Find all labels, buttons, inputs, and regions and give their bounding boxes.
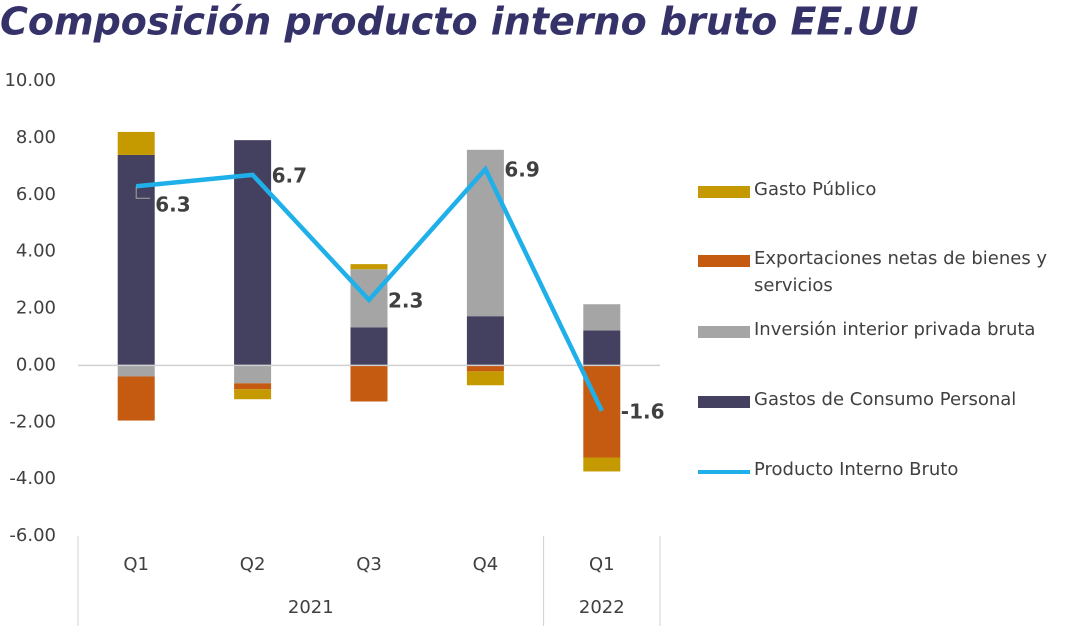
bar-segment [350, 327, 388, 366]
line [135, 165, 604, 412]
legend-item: Gasto Público [698, 179, 1068, 203]
y-tick-label: 0.00 [16, 354, 56, 375]
legend-item: Exportaciones netas de bienes y servicio… [698, 248, 1068, 299]
legend-label: Gastos de Consumo Personal [754, 389, 1017, 410]
legend-swatch [698, 470, 750, 474]
year-label: 2021 [288, 597, 334, 618]
y-tick-label: -6.00 [9, 525, 56, 546]
legend-label: Gasto Público [754, 179, 877, 200]
legend-swatch [698, 326, 750, 338]
y-tick-label: 8.00 [16, 127, 56, 148]
x-tick-label: Q1 [589, 554, 615, 575]
bar-segment [466, 316, 504, 366]
bar-segment [466, 365, 504, 372]
chart-title: Composición producto interno bruto EE.UU [0, 0, 919, 44]
legend-item: Gastos de Consumo Personal [698, 389, 1068, 413]
y-tick-label: 10.00 [4, 70, 56, 91]
y-tick-label: 4.00 [16, 241, 56, 262]
x-tick-label: Q4 [473, 554, 499, 575]
bar-segment [350, 365, 388, 402]
x-tick-label: Q2 [240, 554, 266, 575]
y-tick-label: -4.00 [9, 468, 56, 489]
leader-line [135, 186, 151, 199]
y-tick-label: 2.00 [16, 298, 56, 319]
legend-label: Producto Interno Bruto [754, 459, 959, 480]
bar-segment [117, 365, 155, 377]
legend-label: Exportaciones netas de bienes y servicio… [754, 248, 1048, 296]
data-label: -1.6 [621, 399, 665, 423]
bar-segment [583, 457, 621, 472]
bar-segment [466, 371, 504, 386]
bar-segment [466, 149, 504, 317]
y-tick-label: -2.00 [9, 411, 56, 432]
bar-segment [234, 365, 272, 384]
data-label: 6.7 [272, 163, 307, 187]
data-label: 6.3 [155, 193, 190, 217]
legend-item: Producto Interno Bruto [698, 459, 1068, 483]
x-tick-label: Q1 [123, 554, 149, 575]
legend-label: Inversión interior privada bruta [754, 319, 1036, 340]
data-label: 2.3 [388, 288, 423, 312]
x-tick-label: Q3 [356, 554, 382, 575]
legend-item: Inversión interior privada bruta [698, 319, 1068, 343]
bar-segment [583, 304, 621, 331]
bar-segment [350, 264, 388, 270]
bar-segment [234, 389, 272, 400]
bar-segment [117, 131, 155, 155]
bar-segment [117, 376, 155, 421]
bar-segment [234, 383, 272, 390]
y-tick-label: 6.00 [16, 184, 56, 205]
legend-swatch [698, 255, 750, 267]
bar-segment [583, 330, 621, 366]
data-label: 6.9 [504, 158, 539, 182]
legend-swatch [698, 396, 750, 408]
legend-swatch [698, 186, 750, 198]
year-label: 2022 [579, 597, 625, 618]
